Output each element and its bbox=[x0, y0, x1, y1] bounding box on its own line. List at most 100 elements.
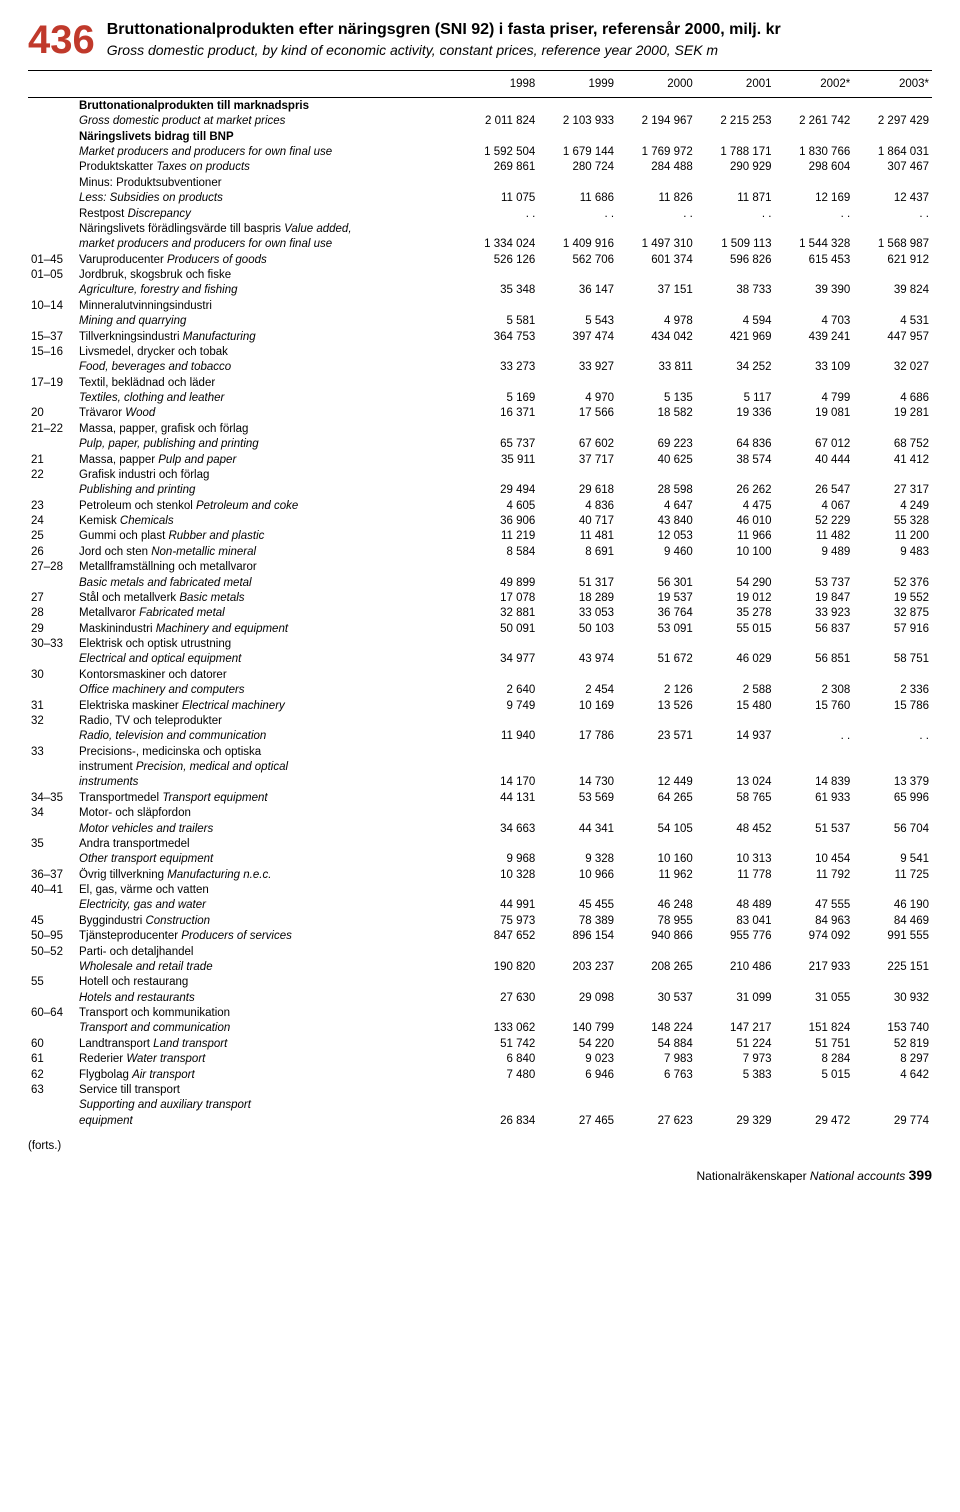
row-label: Petroleum och stenkol Petroleum and coke bbox=[76, 498, 460, 513]
page-footer: Nationalräkenskaper National accounts 39… bbox=[28, 1167, 932, 1185]
row-label: Byggindustri Construction bbox=[76, 913, 460, 928]
table-row: 10–14Minneralutvinningsindustri bbox=[28, 298, 932, 313]
row-code bbox=[28, 283, 76, 298]
cell-value bbox=[617, 883, 696, 898]
cell-value: 54 105 bbox=[617, 821, 696, 836]
cell-value: 11 482 bbox=[775, 529, 854, 544]
table-row: Näringslivets förädlingsvärde till baspr… bbox=[28, 221, 932, 236]
cell-value: 4 799 bbox=[775, 391, 854, 406]
row-code: 36–37 bbox=[28, 867, 76, 882]
cell-value: 40 444 bbox=[775, 452, 854, 467]
cell-value bbox=[538, 467, 617, 482]
cell-value: 53 569 bbox=[538, 790, 617, 805]
row-label: Mining and quarrying bbox=[76, 314, 460, 329]
table-row: Restpost Discrepancy. .. .. .. .. .. . bbox=[28, 206, 932, 221]
row-label: Flygbolag Air transport bbox=[76, 1067, 460, 1082]
cell-value bbox=[460, 421, 539, 436]
cell-value bbox=[460, 98, 539, 114]
cell-value: 955 776 bbox=[696, 929, 775, 944]
table-row: 25Gummi och plast Rubber and plastic11 2… bbox=[28, 529, 932, 544]
cell-value: 39 390 bbox=[775, 283, 854, 298]
cell-value: 4 686 bbox=[853, 391, 932, 406]
cell-value: 50 091 bbox=[460, 621, 539, 636]
table-row: 61Rederier Water transport6 8409 0237 98… bbox=[28, 1052, 932, 1067]
column-header: 2001 bbox=[696, 71, 775, 98]
cell-value bbox=[460, 129, 539, 144]
cell-value: 29 472 bbox=[775, 1113, 854, 1128]
cell-value bbox=[853, 1006, 932, 1021]
cell-value: . . bbox=[538, 206, 617, 221]
cell-value: 12 053 bbox=[617, 529, 696, 544]
cell-value bbox=[538, 1082, 617, 1097]
cell-value bbox=[696, 560, 775, 575]
row-label: Andra transportmedel bbox=[76, 836, 460, 851]
cell-value: 39 824 bbox=[853, 283, 932, 298]
cell-value: 10 328 bbox=[460, 867, 539, 882]
row-label: Jordbruk, skogsbruk och fiske bbox=[76, 268, 460, 283]
cell-value bbox=[696, 883, 775, 898]
row-label: Tjänsteproducenter Producers of services bbox=[76, 929, 460, 944]
column-header: 1999 bbox=[538, 71, 617, 98]
cell-value: 11 481 bbox=[538, 529, 617, 544]
cell-value: 78 389 bbox=[538, 913, 617, 928]
cell-value bbox=[460, 667, 539, 682]
cell-value: 2 103 933 bbox=[538, 114, 617, 129]
cell-value: 32 875 bbox=[853, 606, 932, 621]
cell-value: 8 584 bbox=[460, 544, 539, 559]
row-code bbox=[28, 98, 76, 114]
table-row: 27–28Metallframställning och metallvaror bbox=[28, 560, 932, 575]
cell-value: 10 160 bbox=[617, 852, 696, 867]
row-code bbox=[28, 221, 76, 236]
row-label: Basic metals and fabricated metal bbox=[76, 575, 460, 590]
row-label: equipment bbox=[76, 1113, 460, 1128]
cell-value bbox=[617, 1098, 696, 1113]
cell-value: 19 012 bbox=[696, 590, 775, 605]
cell-value: 31 099 bbox=[696, 990, 775, 1005]
cell-value: 15 480 bbox=[696, 698, 775, 713]
cell-value: 11 962 bbox=[617, 867, 696, 882]
cell-value bbox=[696, 744, 775, 759]
table-row: 01–45Varuproducenter Producers of goods5… bbox=[28, 252, 932, 267]
cell-value bbox=[460, 375, 539, 390]
row-label: Market producers and producers for own f… bbox=[76, 145, 460, 160]
cell-value: 19 336 bbox=[696, 406, 775, 421]
cell-value: 1 334 024 bbox=[460, 237, 539, 252]
cell-value: 43 840 bbox=[617, 514, 696, 529]
cell-value: 5 543 bbox=[538, 314, 617, 329]
cell-value: 1 864 031 bbox=[853, 145, 932, 160]
cell-value: 33 811 bbox=[617, 360, 696, 375]
cell-value: 29 098 bbox=[538, 990, 617, 1005]
cell-value: 4 642 bbox=[853, 1067, 932, 1082]
cell-value: 46 190 bbox=[853, 898, 932, 913]
cell-value: 225 151 bbox=[853, 959, 932, 974]
row-code bbox=[28, 575, 76, 590]
cell-value: 439 241 bbox=[775, 329, 854, 344]
cell-value: 33 053 bbox=[538, 606, 617, 621]
cell-value bbox=[617, 975, 696, 990]
cell-value: 69 223 bbox=[617, 437, 696, 452]
cell-value: 56 704 bbox=[853, 821, 932, 836]
row-label: Textiles, clothing and leather bbox=[76, 391, 460, 406]
cell-value bbox=[617, 98, 696, 114]
cell-value: 46 248 bbox=[617, 898, 696, 913]
cell-value bbox=[460, 344, 539, 359]
cell-value bbox=[775, 760, 854, 775]
cell-value: 1 544 328 bbox=[775, 237, 854, 252]
cell-value: 33 273 bbox=[460, 360, 539, 375]
row-code: 15–16 bbox=[28, 344, 76, 359]
row-label: Pulp, paper, publishing and printing bbox=[76, 437, 460, 452]
cell-value: 32 881 bbox=[460, 606, 539, 621]
cell-value: 43 974 bbox=[538, 652, 617, 667]
table-row: 36–37Övrig tillverkning Manufacturing n.… bbox=[28, 867, 932, 882]
cell-value bbox=[775, 744, 854, 759]
cell-value: 18 289 bbox=[538, 590, 617, 605]
cell-value bbox=[538, 221, 617, 236]
row-label: Less: Subsidies on products bbox=[76, 191, 460, 206]
table-row: 30Kontorsmaskiner och datorer bbox=[28, 667, 932, 682]
row-label: Office machinery and computers bbox=[76, 683, 460, 698]
cell-value bbox=[853, 760, 932, 775]
cell-value bbox=[853, 98, 932, 114]
cell-value bbox=[460, 975, 539, 990]
cell-value: 55 328 bbox=[853, 514, 932, 529]
column-header: 2000 bbox=[617, 71, 696, 98]
